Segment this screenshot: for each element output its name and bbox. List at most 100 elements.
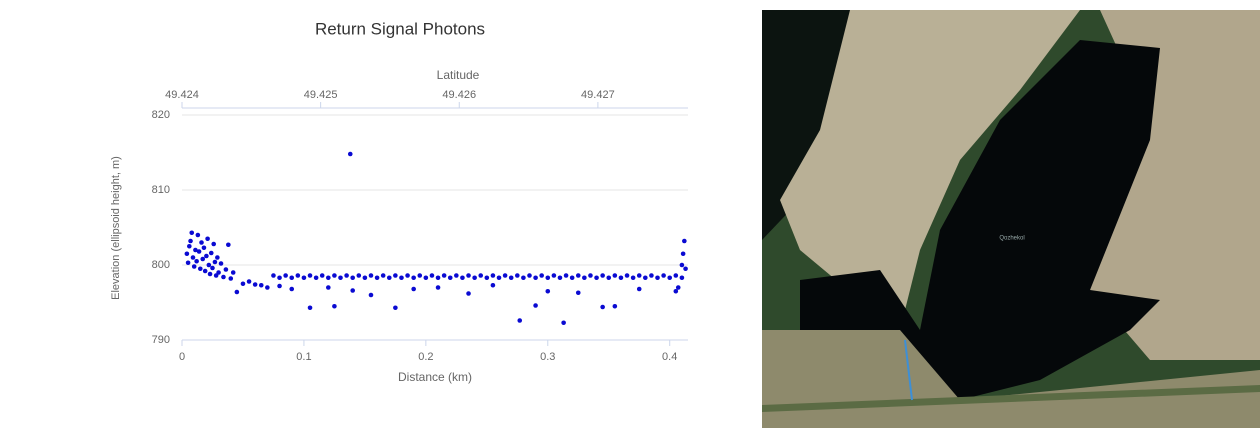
point — [208, 272, 213, 277]
y-axis-label: Elevation (ellipsoid height, m) — [110, 156, 122, 300]
point — [235, 290, 240, 295]
point — [194, 259, 199, 264]
point — [472, 275, 477, 280]
point — [314, 275, 319, 280]
point — [192, 264, 197, 269]
point — [369, 293, 374, 298]
chart: Return Signal Photons Latitude Distance … — [0, 0, 1260, 428]
point — [619, 275, 624, 280]
point — [199, 240, 204, 245]
chart-title: Return Signal Photons — [315, 19, 485, 38]
point — [436, 275, 441, 280]
x-tick-label: 0.2 — [418, 351, 433, 363]
x-tick-label: 0 — [179, 351, 185, 363]
point — [497, 275, 502, 280]
map-label: Qozhekol — [999, 236, 1024, 242]
point — [491, 273, 496, 278]
point — [576, 273, 581, 278]
point — [344, 273, 349, 278]
point — [515, 273, 520, 278]
point — [613, 273, 618, 278]
point — [228, 276, 233, 281]
point — [265, 285, 270, 290]
point — [308, 305, 313, 310]
point — [594, 275, 599, 280]
point — [674, 273, 679, 278]
x2-tick-label: 49.425 — [304, 89, 338, 101]
point — [399, 275, 404, 280]
point — [186, 260, 191, 265]
point — [676, 285, 681, 290]
x2-axis-label: Latitude — [437, 68, 480, 82]
point — [338, 275, 343, 280]
point — [320, 273, 325, 278]
x-tick-label: 0.1 — [296, 351, 311, 363]
y-tick-label: 820 — [152, 109, 170, 121]
point — [197, 249, 202, 254]
x-tick-label: 0.4 — [662, 351, 677, 363]
point — [552, 273, 557, 278]
point — [350, 288, 355, 293]
point — [485, 275, 490, 280]
point — [231, 270, 236, 275]
point — [533, 303, 538, 308]
point — [296, 273, 301, 278]
point — [188, 239, 193, 244]
point — [667, 275, 672, 280]
point — [411, 287, 416, 292]
point — [393, 273, 398, 278]
point — [202, 245, 207, 250]
point — [348, 152, 353, 157]
point — [411, 275, 416, 280]
point — [277, 284, 282, 289]
point — [219, 261, 224, 266]
point — [393, 305, 398, 310]
x2-tick-label: 49.427 — [581, 89, 615, 101]
point — [600, 273, 605, 278]
point — [205, 236, 210, 241]
point — [253, 282, 258, 287]
point — [436, 285, 441, 290]
y-tick-label: 800 — [152, 259, 170, 271]
point — [356, 273, 361, 278]
point — [545, 289, 550, 294]
point — [637, 287, 642, 292]
point — [625, 273, 630, 278]
point — [207, 263, 212, 268]
point — [680, 275, 685, 280]
point — [582, 275, 587, 280]
point — [454, 273, 459, 278]
satellite-map: Qozhekol — [762, 10, 1260, 428]
point — [302, 275, 307, 280]
point — [460, 275, 465, 280]
point — [564, 273, 569, 278]
point — [226, 242, 231, 247]
point — [363, 275, 368, 280]
point — [430, 273, 435, 278]
point — [332, 273, 337, 278]
point — [283, 273, 288, 278]
point — [375, 275, 380, 280]
point — [215, 255, 220, 260]
x-axis-label: Distance (km) — [398, 370, 472, 384]
point — [649, 273, 654, 278]
point — [661, 273, 666, 278]
point — [539, 273, 544, 278]
point — [203, 269, 208, 274]
point — [558, 275, 563, 280]
point — [466, 273, 471, 278]
point — [259, 283, 264, 288]
point — [185, 251, 190, 256]
point — [521, 275, 526, 280]
point — [681, 251, 686, 256]
point — [478, 273, 483, 278]
point — [381, 273, 386, 278]
point — [576, 290, 581, 295]
y-tick-label: 810 — [152, 184, 170, 196]
point — [405, 273, 410, 278]
point — [209, 251, 214, 256]
point — [570, 275, 575, 280]
point — [491, 283, 496, 288]
point — [509, 275, 514, 280]
point — [631, 275, 636, 280]
